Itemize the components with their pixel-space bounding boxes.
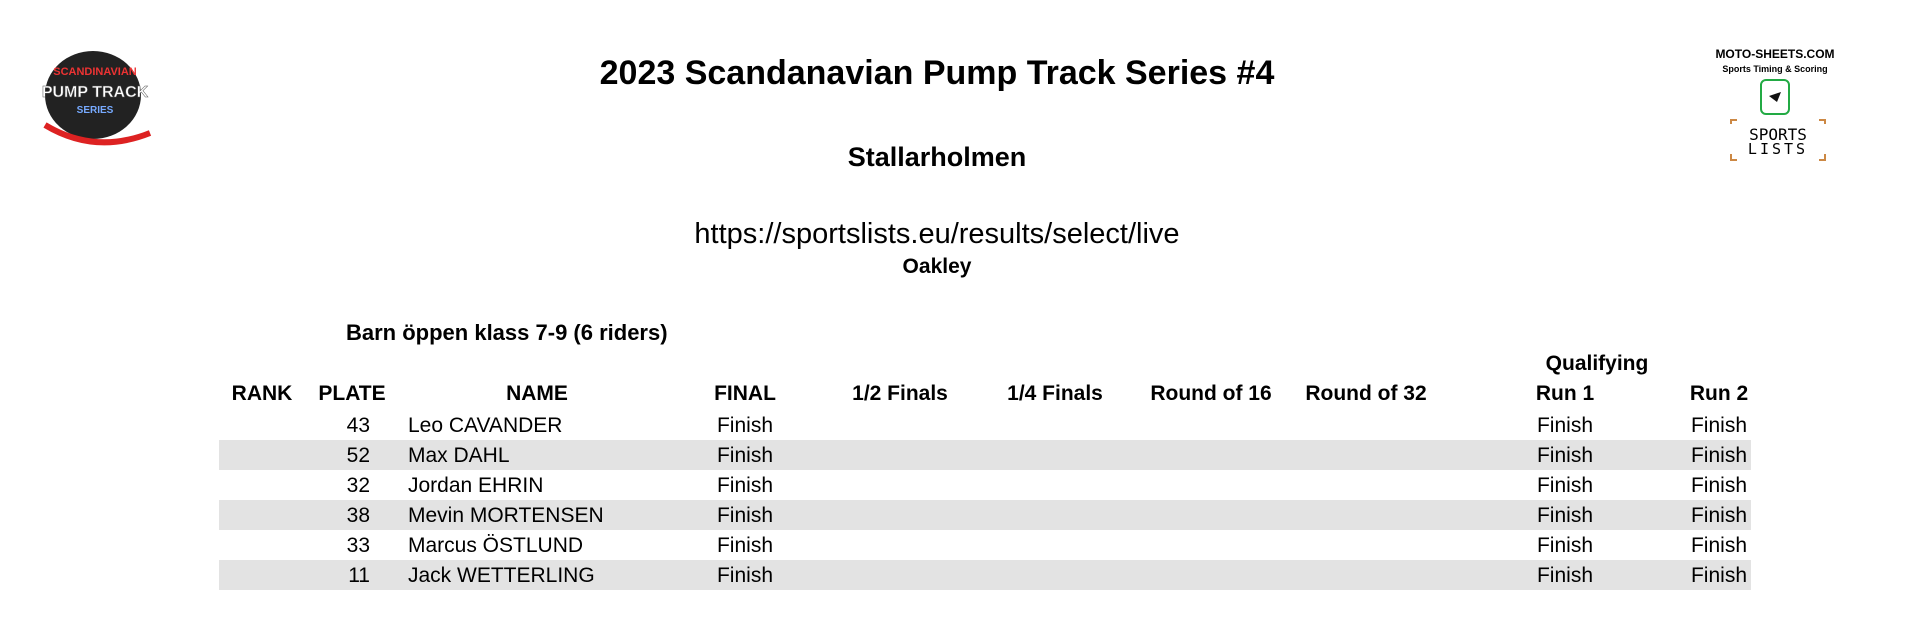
cell: 52	[346, 444, 370, 467]
row-band	[219, 500, 1751, 530]
logo-text: SERIES	[77, 105, 114, 116]
cell: Finish	[1690, 564, 1748, 587]
cell: 32	[346, 474, 370, 497]
cell: Finish	[1690, 534, 1748, 557]
cell: Finish	[716, 504, 774, 527]
cell: Finish	[1536, 444, 1594, 467]
cell: Finish	[1536, 564, 1594, 587]
cell: Jordan EHRIN	[408, 474, 544, 497]
column-header: 1/4 Finals	[1007, 382, 1103, 405]
cell: 43	[346, 414, 370, 437]
cell: Finish	[716, 564, 774, 587]
logo-text: Sports Timing & Scoring	[1722, 64, 1827, 74]
series-logo: SCANDINAVIAN PUMP TRACK SERIES	[42, 51, 152, 146]
cell: Mevin MORTENSEN	[408, 504, 604, 527]
column-header: 1/2 Finals	[852, 382, 948, 405]
cell: Finish	[716, 474, 774, 497]
title: 2023 Scandanavian Pump Track Series #4	[599, 54, 1275, 92]
logo-swoosh	[43, 122, 152, 146]
column-header: Round of 16	[1150, 382, 1272, 405]
column-header: Run 2	[1689, 382, 1749, 405]
column-header: FINAL	[714, 382, 776, 405]
url: https://sportslists.eu/results/select/li…	[694, 218, 1180, 250]
cell: 11	[348, 564, 370, 587]
cell: Finish	[1690, 504, 1748, 527]
cell: Finish	[1690, 444, 1748, 467]
logo-text: PUMP TRACK	[42, 84, 149, 101]
logo-text: SPORTS	[1749, 125, 1807, 144]
cell: Finish	[1536, 534, 1594, 557]
logo-icon	[1769, 92, 1781, 102]
cell: 38	[346, 504, 370, 527]
cell: 33	[346, 534, 370, 557]
logo-text: SCANDINAVIAN	[53, 66, 137, 78]
row-band	[219, 560, 1751, 590]
cell: Leo CAVANDER	[408, 414, 563, 437]
column-header: Run 1	[1535, 382, 1595, 405]
cell: Finish	[1536, 414, 1594, 437]
sponsor: Oakley	[902, 255, 972, 278]
column-header: RANK	[231, 382, 293, 405]
logo-text: MOTO-SHEETS.COM	[1715, 48, 1834, 61]
column-header: Round of 32	[1305, 382, 1427, 405]
cell: Finish	[716, 414, 774, 437]
row-band	[219, 440, 1751, 470]
subtitle: Stallarholmen	[847, 142, 1027, 172]
column-header: PLATE	[318, 382, 386, 405]
column-header: NAME	[506, 382, 568, 405]
cell: Max DAHL	[408, 444, 510, 467]
logo-frame	[1730, 119, 1826, 161]
logo-text: LISTS	[1748, 140, 1808, 158]
cell: Marcus ÖSTLUND	[408, 534, 584, 557]
cell: Finish	[1536, 504, 1594, 527]
cell: Jack WETTERLING	[408, 564, 595, 587]
group-header: Qualifying	[1545, 352, 1649, 375]
cell: Finish	[1536, 474, 1594, 497]
cell: Finish	[716, 534, 774, 557]
cell: Finish	[1690, 414, 1748, 437]
section-title: Barn öppen klass 7-9 (6 riders)	[346, 320, 668, 345]
cell: Finish	[1690, 474, 1748, 497]
timing-logo: MOTO-SHEETS.COM Sports Timing & Scoring …	[1715, 48, 1835, 161]
logo-shape	[45, 51, 141, 139]
cell: Finish	[716, 444, 774, 467]
